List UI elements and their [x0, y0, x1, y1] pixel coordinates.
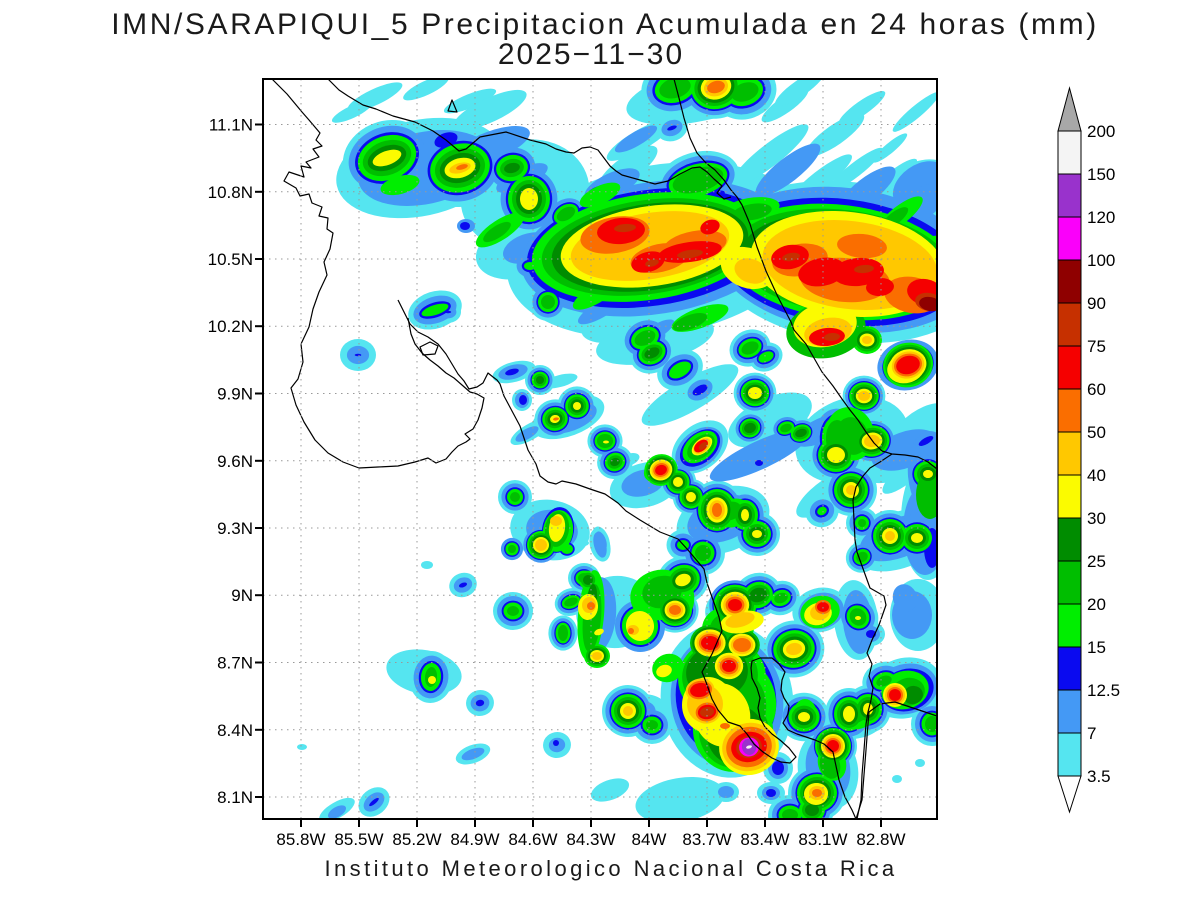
svg-text:84.6W: 84.6W [508, 830, 557, 849]
svg-text:150: 150 [1087, 165, 1115, 184]
svg-text:30: 30 [1087, 509, 1106, 528]
svg-text:7: 7 [1087, 724, 1096, 743]
svg-text:100: 100 [1087, 251, 1115, 270]
svg-text:25: 25 [1087, 552, 1106, 571]
svg-text:10.8N: 10.8N [208, 183, 253, 202]
svg-text:84W: 84W [632, 830, 667, 849]
svg-text:20: 20 [1087, 595, 1106, 614]
svg-text:60: 60 [1087, 380, 1106, 399]
svg-text:9N: 9N [231, 586, 253, 605]
svg-text:8.4N: 8.4N [217, 721, 253, 740]
svg-text:82.8W: 82.8W [856, 830, 905, 849]
svg-text:8.7N: 8.7N [217, 654, 253, 673]
svg-text:83.1W: 83.1W [798, 830, 847, 849]
svg-text:84.3W: 84.3W [566, 830, 615, 849]
svg-text:200: 200 [1087, 122, 1115, 141]
svg-text:40: 40 [1087, 466, 1106, 485]
svg-text:15: 15 [1087, 638, 1106, 657]
svg-text:9.3N: 9.3N [217, 519, 253, 538]
svg-text:50: 50 [1087, 423, 1106, 442]
svg-text:90: 90 [1087, 294, 1106, 313]
svg-text:Instituto Meteorologico Nacion: Instituto Meteorologico Nacional Costa R… [325, 856, 898, 881]
svg-text:85.5W: 85.5W [334, 830, 383, 849]
svg-text:12.5: 12.5 [1087, 681, 1120, 700]
svg-text:IMN/SARAPIQUI_5 Precipitacion: IMN/SARAPIQUI_5 Precipitacion Acumulada … [111, 8, 1099, 41]
svg-text:8.1N: 8.1N [217, 788, 253, 807]
svg-text:11.1N: 11.1N [209, 116, 253, 135]
svg-text:75: 75 [1087, 337, 1106, 356]
svg-text:3.5: 3.5 [1087, 767, 1111, 786]
svg-text:120: 120 [1087, 208, 1115, 227]
svg-text:9.6N: 9.6N [217, 452, 253, 471]
svg-text:2025−11−30: 2025−11−30 [498, 38, 684, 71]
svg-text:83.4W: 83.4W [740, 830, 789, 849]
svg-text:9.9N: 9.9N [217, 385, 253, 404]
svg-text:85.2W: 85.2W [392, 830, 441, 849]
svg-text:85.8W: 85.8W [276, 830, 325, 849]
svg-text:10.2N: 10.2N [208, 317, 253, 336]
svg-text:83.7W: 83.7W [682, 830, 731, 849]
svg-text:84.9W: 84.9W [450, 830, 499, 849]
svg-text:10.5N: 10.5N [208, 250, 253, 269]
